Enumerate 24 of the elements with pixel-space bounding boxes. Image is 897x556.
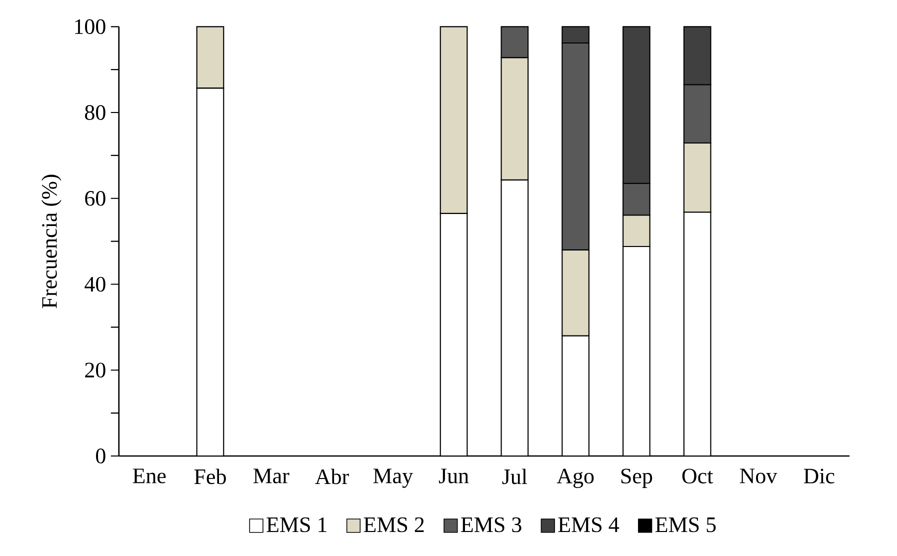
- x-tick-label: Sep: [621, 468, 652, 488]
- x-tick-label: Feb: [194, 468, 226, 484]
- legend-label: EMS 2: [364, 517, 424, 532]
- x-tick-label: Mar: [253, 468, 290, 484]
- x-tick-label: Oct: [682, 468, 714, 484]
- legend-label: EMS 4: [558, 517, 620, 532]
- x-tick-label: Nov: [740, 468, 778, 484]
- x-tick-label: Jun: [438, 468, 469, 484]
- x-tick-label: Abr: [315, 468, 349, 484]
- x-tick-label: Ene: [132, 468, 166, 484]
- y-tick-label: 40: [84, 276, 106, 292]
- x-tick-label: Ago: [556, 468, 594, 488]
- y-tick-label: 20: [85, 362, 106, 378]
- y-axis-title: Frecuencia (%): [41, 174, 62, 308]
- legend-label: EMS 3: [461, 517, 522, 532]
- legend-label: EMS 1: [266, 517, 326, 532]
- x-tick-label: Dic: [804, 468, 834, 484]
- y-tick-label: 60: [85, 190, 106, 206]
- legend-label: EMS 5: [655, 517, 716, 532]
- y-tick-label: 100: [75, 19, 106, 34]
- x-tick-label: May: [373, 468, 413, 488]
- x-tick-label: Jul: [502, 468, 528, 484]
- y-tick-label: 80: [85, 105, 106, 120]
- y-tick-label: 0: [96, 448, 106, 464]
